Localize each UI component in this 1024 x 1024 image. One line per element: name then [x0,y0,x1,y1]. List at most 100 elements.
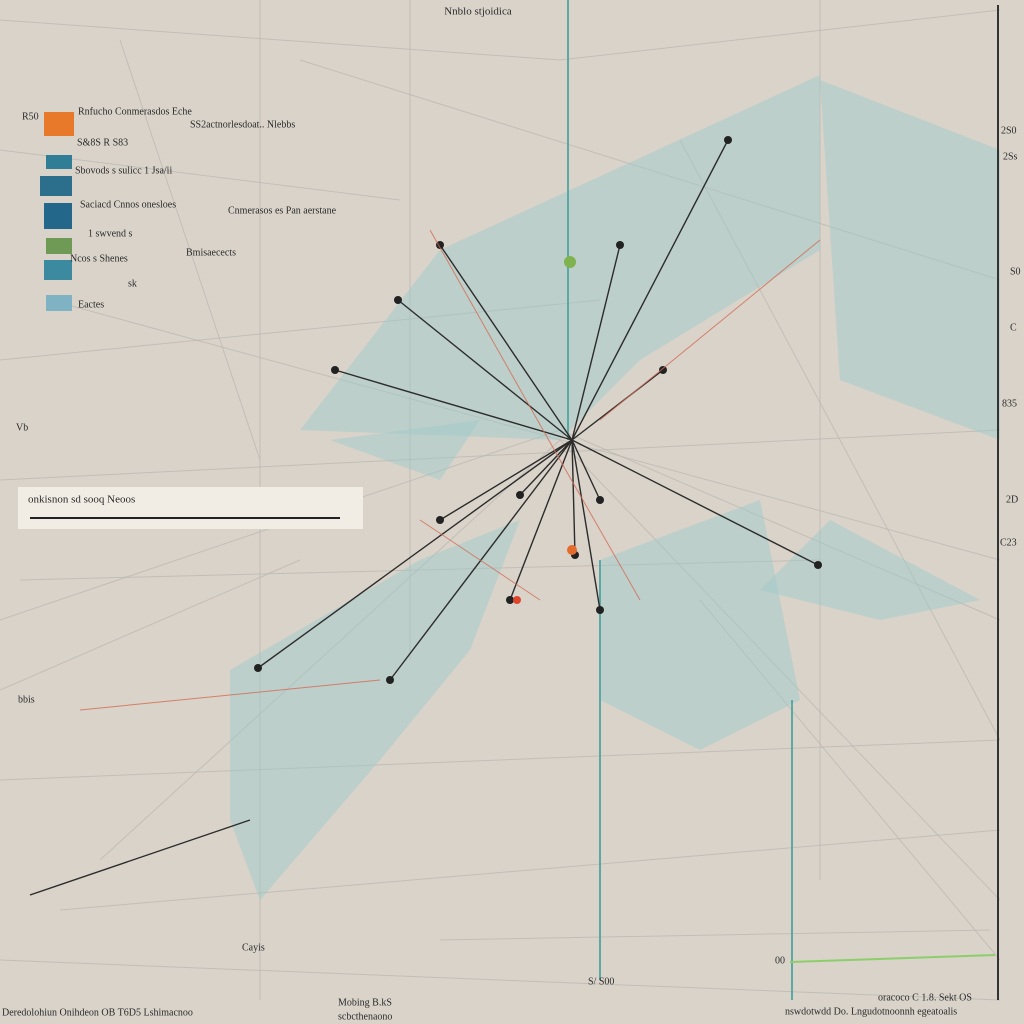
axis-label: S0 [1010,266,1021,277]
axis-label: 835 [1002,398,1017,409]
ray [389,439,573,681]
legend-swatch [44,112,74,136]
node [516,491,524,499]
footer-text: nswdotwdd Do. Lngudotnoonnh egeatoalis [785,1006,957,1017]
ray [334,369,573,441]
node [386,676,394,684]
red-line [429,229,561,461]
legend-label: Cnmerasos es Pan aerstane [228,205,337,216]
legend-swatch [46,155,72,169]
shape [760,520,980,620]
footer-text: Deredolohiun Onihdeon OB T6D5 Lshimacnoo [2,1007,193,1018]
legend-label: Sbovods s sulicc 1 Jsa/ii [75,165,172,176]
web-line [0,299,601,361]
node [814,561,822,569]
search-box[interactable] [18,487,363,529]
plot-label: Cayis [242,942,265,953]
web-line [0,959,1001,1001]
title: Nnblo stjoidica [444,6,512,18]
legend-label: Bmisaecects [186,247,236,258]
web-line [0,559,301,691]
web-line [99,439,561,861]
ray [257,439,573,669]
axis-label: 2D [1006,494,1018,505]
ray [571,369,664,441]
ray [439,244,573,441]
legend-swatch [40,176,72,196]
ray [509,439,573,601]
footer-text: scbcthenaono [338,1011,392,1022]
shape [230,520,520,900]
ray [439,439,573,521]
web-line [0,429,1001,481]
red-line [79,679,381,711]
web-line [49,299,1001,561]
footer-text: Mobing B.kS [338,997,392,1008]
ray [397,299,573,441]
node [436,241,444,249]
web-line [0,739,1001,781]
plot-label: 00 [775,955,785,966]
ray [571,439,601,611]
web-line [0,19,561,61]
shape [600,500,800,750]
node [331,366,339,374]
web-line [299,59,1001,281]
ray [571,139,729,441]
legend-swatch [46,295,72,311]
green-line [789,954,996,963]
axis-label: C23 [1000,537,1017,548]
ray [571,439,601,501]
red-line [599,239,821,421]
node [724,136,732,144]
legend-label: SS2actnorlesdoat.. Nlebbs [190,119,295,130]
node [506,596,514,604]
web-line [559,9,1001,61]
node [513,596,521,604]
axis-label: 2S0 [1001,125,1017,136]
node [616,241,624,249]
legend-label: Eactes [78,299,104,310]
web-line [119,39,261,461]
web-line [439,929,991,941]
legend-swatch [46,238,72,254]
axis-label: C [1010,322,1017,333]
node [564,256,576,268]
web-line [679,139,1001,741]
web-line [699,599,1001,961]
legend-label: 1 swvend s [88,228,133,239]
node [596,606,604,614]
legend-swatch [44,260,72,280]
node [596,496,604,504]
web-line [19,559,821,581]
node [659,366,667,374]
legend-label: R50 [22,111,39,122]
shape [300,75,820,440]
shape [820,80,1000,440]
legend-label: Rnfucho Conmerasdos Eche [78,106,192,117]
ray [571,244,621,441]
node [254,664,262,672]
legend-label: Saciacd Cnnos onesloes [80,199,176,210]
side-label: bbis [18,694,35,705]
legend-label: sk [128,278,137,289]
node [436,516,444,524]
web-line [559,429,1001,621]
ray [571,439,819,566]
legend-label: S&8S R S83 [77,137,128,148]
legend-swatch [44,203,72,229]
footer-text: oracoco C 1.8. Sekt OS [878,992,972,1003]
node [567,545,577,555]
ray [29,819,251,896]
axis-label: 2Ss [1003,151,1018,162]
legend-label: Ncos s Shenes [70,253,128,264]
node [394,296,402,304]
ray [571,439,576,556]
red-line [559,459,641,601]
web-line [59,829,1001,911]
red-line [419,519,541,601]
shape [330,420,480,480]
search-placeholder: onkisnon sd sooq Neoos [28,494,135,506]
web-line [559,439,1001,901]
